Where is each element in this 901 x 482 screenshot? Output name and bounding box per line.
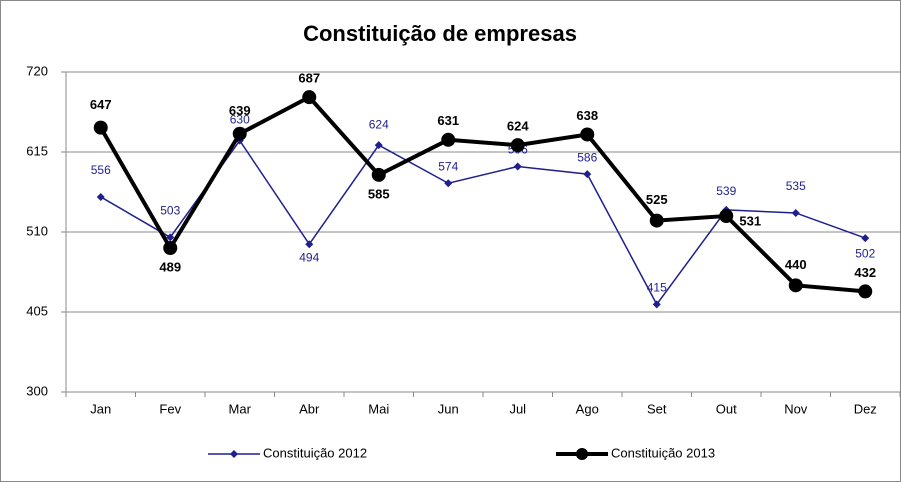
legend-label: Constituição 2013 [611, 445, 715, 460]
data-label: 535 [786, 179, 806, 193]
data-label: 489 [159, 259, 181, 274]
point [166, 233, 175, 242]
data-label: 630 [230, 113, 250, 127]
x-tick-label: Fev [159, 401, 181, 416]
x-tick-label: Ago [576, 401, 599, 416]
x-tick-label: Abr [299, 401, 320, 416]
point [788, 278, 803, 293]
point [96, 192, 105, 201]
point [305, 240, 314, 249]
x-tick-label: Mai [368, 401, 389, 416]
series-line [99, 94, 866, 294]
x-tick-label: Out [716, 401, 737, 416]
data-label: 502 [855, 246, 875, 260]
y-tick-label: 510 [26, 223, 48, 238]
point [441, 132, 456, 147]
data-label: 539 [716, 184, 736, 198]
point [510, 138, 525, 153]
data-label: 556 [91, 163, 111, 177]
point [374, 141, 383, 150]
point [513, 162, 522, 171]
x-tick-label: Jun [438, 401, 459, 416]
data-label: 494 [299, 250, 319, 264]
data-label: 531 [739, 213, 761, 228]
data-label: 574 [438, 159, 458, 173]
data-label: 586 [577, 150, 597, 164]
data-label: 687 [298, 71, 320, 86]
data-label: 639 [229, 103, 251, 118]
legend-marker [230, 450, 238, 458]
point [858, 284, 873, 299]
point [719, 209, 734, 223]
point [583, 170, 592, 179]
point [371, 167, 386, 182]
point [163, 241, 178, 255]
point [444, 179, 453, 188]
data-label: 415 [647, 281, 667, 295]
data-label: 503 [160, 204, 180, 218]
data-label: 647 [90, 97, 112, 112]
data-label: 624 [507, 119, 529, 134]
x-tick-label: Jan [90, 401, 111, 416]
y-tick-label: 405 [26, 303, 48, 318]
x-tick-label: Set [647, 401, 667, 416]
data-label: 631 [437, 113, 459, 128]
data-label: 525 [646, 192, 668, 207]
data-label: 638 [576, 108, 598, 123]
x-tick-label: Jul [509, 401, 526, 416]
point [649, 213, 664, 228]
point [652, 300, 661, 309]
point [861, 234, 870, 243]
data-label: 585 [368, 186, 390, 201]
point [232, 126, 247, 141]
chart-title: Constituição de empresas [303, 21, 577, 46]
y-tick-label: 300 [26, 383, 48, 398]
point [93, 120, 108, 135]
data-label: 440 [785, 257, 807, 272]
x-tick-label: Dez [854, 401, 877, 416]
legend-label: Constituição 2012 [263, 445, 367, 460]
y-tick-label: 720 [26, 63, 48, 78]
legend-marker [576, 448, 588, 460]
y-tick-label: 615 [26, 143, 48, 158]
series-line [100, 139, 866, 306]
point [580, 127, 595, 142]
x-tick-label: Nov [784, 401, 808, 416]
data-label: 432 [854, 265, 876, 280]
point [302, 90, 317, 105]
point [791, 208, 800, 217]
x-tick-label: Mar [229, 401, 252, 416]
data-label: 624 [369, 117, 389, 131]
